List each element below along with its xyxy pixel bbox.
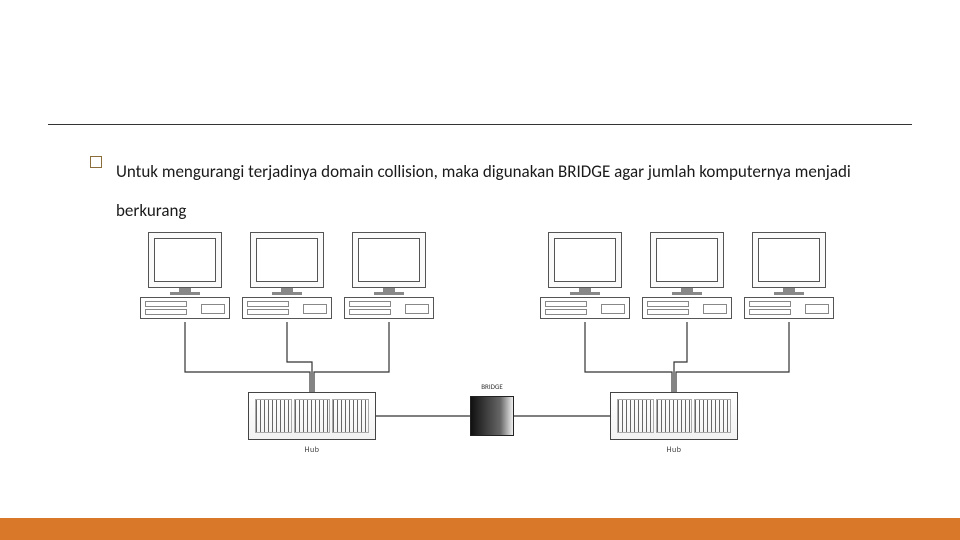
hub-left: Hub (248, 392, 376, 440)
computer-2 (242, 232, 332, 319)
monitor-icon (250, 232, 324, 288)
hub-label: Hub (305, 445, 320, 455)
monitor-icon (650, 232, 724, 288)
monitor-icon (148, 232, 222, 288)
computer-1 (140, 232, 230, 319)
computer-5 (642, 232, 732, 319)
bullet-item: Untuk mengurangi terjadinya domain colli… (90, 152, 900, 230)
bullet-marker-icon (90, 156, 102, 168)
computer-6 (744, 232, 834, 319)
computer-3 (344, 232, 434, 319)
tower-icon (344, 297, 434, 319)
monitor-icon (548, 232, 622, 288)
monitor-icon (352, 232, 426, 288)
bullet-text: Untuk mengurangi terjadinya domain colli… (116, 152, 900, 230)
tower-icon (540, 297, 630, 319)
tower-icon (642, 297, 732, 319)
tower-icon (242, 297, 332, 319)
bridge-label: BRIDGE (481, 382, 503, 391)
hub-label: Hub (667, 445, 682, 455)
header-divider (48, 124, 912, 125)
tower-icon (140, 297, 230, 319)
computer-4 (540, 232, 630, 319)
footer-bar (0, 518, 960, 540)
bridge-device: BRIDGE (470, 396, 514, 436)
tower-icon (744, 297, 834, 319)
hub-right: Hub (610, 392, 738, 440)
monitor-icon (752, 232, 826, 288)
network-diagram: Hub Hub BRIDGE (140, 232, 840, 472)
